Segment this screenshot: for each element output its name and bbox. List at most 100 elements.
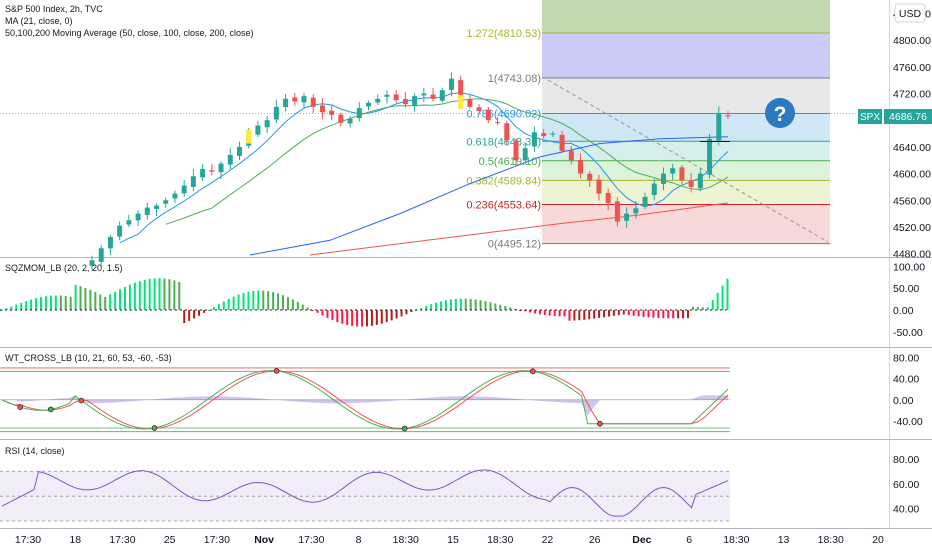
sqz-bar-19 — [94, 292, 97, 311]
rsi-title[interactable]: RSI (14, close) — [5, 446, 65, 456]
time-label-12: 26 — [589, 534, 601, 546]
sqz-bar-21 — [104, 296, 107, 311]
sqz-bar-100 — [494, 303, 497, 311]
wt-cross-dot-13 — [78, 397, 85, 404]
wt-cross-dot-25 — [151, 425, 158, 431]
question-icon[interactable] — [765, 98, 795, 128]
sqz-bar-79 — [390, 310, 393, 321]
rsi-panel — [0, 469, 730, 522]
candle-body-31 — [375, 98, 381, 103]
sqz-bar-74 — [365, 310, 368, 327]
sqz-bar-129 — [637, 310, 640, 317]
candle-body-68 — [716, 113, 722, 141]
rsi-line — [1, 469, 729, 517]
symbol-title[interactable]: S&P 500 Index, 2h, TVC — [5, 4, 103, 14]
candle-body-54 — [587, 173, 593, 181]
sqz-bar-147 — [726, 278, 729, 311]
wt-tick-0: 80.00 — [893, 352, 919, 364]
time-label-5: Nov — [254, 534, 274, 546]
candle-body-43 — [485, 109, 491, 121]
sqz-bar-58 — [286, 297, 289, 311]
candle-body-2 — [107, 236, 113, 249]
time-label-14: 6 — [686, 534, 692, 546]
candle-body-27 — [338, 114, 344, 123]
fib-zone-4 — [542, 141, 830, 161]
sqz-bar-97 — [479, 300, 482, 311]
sqz-bar-130 — [642, 310, 645, 317]
sqz-bar-104 — [514, 308, 517, 311]
time-label-4: 17:30 — [204, 534, 230, 546]
sqz-bar-9 — [44, 296, 47, 311]
candle-body-47 — [522, 148, 528, 161]
sqz-bar-102 — [504, 306, 507, 311]
ma-multi-legend[interactable]: 50,100,200 Moving Average (50, close, 10… — [5, 28, 254, 38]
sqz-bar-8 — [40, 297, 43, 311]
candle-body-65 — [688, 180, 694, 187]
sqz-bar-81 — [400, 310, 403, 317]
time-label-2: 17:30 — [109, 534, 135, 546]
sqz-bar-66 — [326, 310, 329, 318]
sqz-bar-139 — [686, 310, 689, 319]
sqz-bar-125 — [617, 310, 620, 316]
sqz-bar-72 — [356, 310, 359, 327]
sqz-bar-45 — [222, 301, 225, 311]
sqz-bar-146 — [721, 285, 724, 311]
sqz-bar-27 — [133, 282, 136, 311]
fib-label-5: 0.382(4589.84) — [466, 175, 541, 187]
candle-body-61 — [651, 183, 657, 196]
currency-label: USD — [899, 8, 922, 20]
sqz-bar-118 — [583, 310, 586, 320]
sqzmom-title[interactable]: SQZMOM_LB (20, 2, 20, 1.5) — [5, 263, 123, 273]
fib-label-3: 0.618(4648.36) — [466, 136, 541, 148]
candle-body-44 — [495, 122, 501, 124]
fib-zone-5 — [542, 160, 830, 181]
sqz-bar-57 — [282, 295, 285, 311]
sqz-bar-64 — [316, 310, 319, 313]
sqz-bar-99 — [489, 302, 492, 311]
dashed-trend-line — [547, 79, 829, 243]
sqz-bar-92 — [454, 298, 457, 311]
price-tick-8: 4520.00 — [893, 222, 931, 234]
wt-title[interactable]: WT_CROSS_LB (10, 21, 60, 53, -60, -53) — [5, 353, 172, 363]
sqz-tick-3: -50.00 — [893, 327, 923, 339]
candle-body-60 — [642, 196, 648, 207]
sqz-bar-62 — [306, 307, 309, 311]
ma-legend[interactable]: MA (21, close, 0) — [5, 16, 73, 26]
candle-body-49 — [541, 133, 547, 137]
candle-body-0 — [89, 260, 95, 266]
sqz-bar-41 — [202, 310, 205, 313]
sqz-bar-25 — [123, 286, 126, 311]
sqzmom-panel — [0, 278, 730, 327]
sqz-bar-38 — [188, 310, 191, 321]
wt-tick-2: 0.00 — [893, 395, 914, 407]
sqz-bar-47 — [232, 296, 235, 311]
wt-diff-area — [2, 395, 728, 416]
sqz-bar-126 — [622, 310, 625, 315]
sqz-bar-3 — [15, 304, 18, 311]
sqz-bar-110 — [543, 310, 546, 316]
time-label-0: 17:30 — [15, 534, 41, 546]
main-overlay — [0, 79, 890, 243]
sqz-bar-133 — [657, 310, 660, 318]
fib-label-0: 1.272(4810.53) — [466, 28, 541, 40]
time-label-15: 18:30 — [723, 534, 749, 546]
sqz-bar-6 — [30, 299, 33, 311]
sqz-bar-124 — [612, 310, 615, 316]
sqz-bar-80 — [395, 310, 398, 319]
sqz-bar-4 — [20, 302, 23, 311]
sqz-bar-12 — [59, 295, 62, 311]
candle-body-22 — [292, 97, 298, 102]
sqz-bar-142 — [701, 307, 704, 311]
wt-cross-dot-66 — [401, 425, 408, 432]
candle-body-57 — [614, 201, 620, 222]
currency-button[interactable] — [894, 3, 926, 23]
sqz-tick-1: 50.00 — [893, 283, 919, 295]
candle-body-66 — [697, 173, 703, 189]
sqz-bar-24 — [119, 289, 122, 311]
sqz-bar-7 — [35, 298, 38, 311]
candle-body-11 — [190, 176, 196, 187]
candle-body-53 — [578, 160, 584, 174]
sqz-bar-11 — [54, 295, 57, 311]
time-label-11: 22 — [542, 534, 554, 546]
